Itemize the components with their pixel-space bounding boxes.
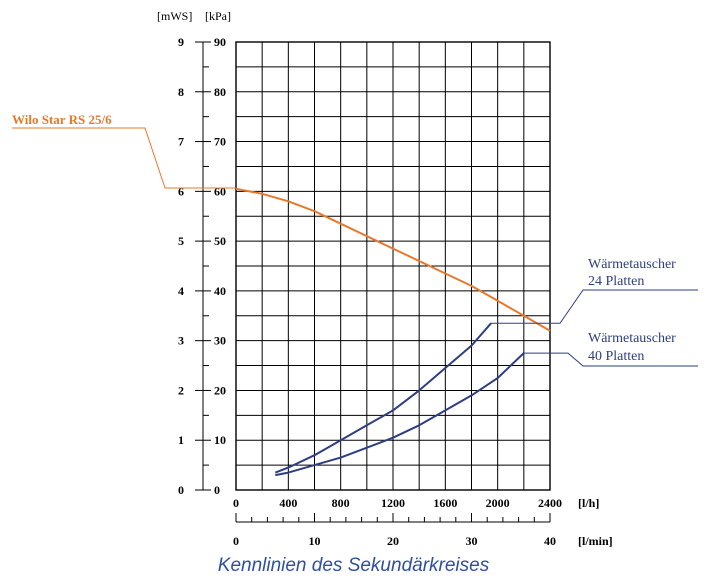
- x2-tick-label: 40: [544, 534, 556, 548]
- y-left-tick-label: 5: [178, 234, 184, 248]
- hx24-leader-line: [491, 290, 698, 323]
- y-kpa-tick-label: 60: [214, 184, 226, 198]
- y-left-tick-label: 0: [178, 483, 184, 497]
- x2-unit-lmin: [l/min]: [578, 534, 613, 548]
- chart-title: Kennlinien des Sekundärkreises: [0, 555, 707, 577]
- x-tick-label: 0: [233, 496, 239, 510]
- y-kpa-tick-label: 0: [214, 483, 220, 497]
- series-labels: Wilo Star RS 25/6 Wärmetauscher 24 Platten…: [12, 112, 698, 366]
- series-hx-24-platten: [275, 323, 491, 472]
- x-tick-label: 2400: [538, 496, 562, 510]
- x-tick-label: 800: [332, 496, 350, 510]
- chart-axes: [195, 42, 550, 522]
- y-unit-mws: [mWS]: [157, 9, 192, 23]
- x-tick-label: 400: [279, 496, 297, 510]
- y-left-tick-label: 3: [178, 334, 184, 348]
- y-left-tick-label: 2: [178, 383, 184, 397]
- y-unit-kpa: [kPa]: [205, 9, 231, 23]
- hx40-label-line1: Wärmetauscher: [588, 331, 676, 346]
- y-left-tick-label: 9: [178, 35, 184, 49]
- hx24-label-line1: Wärmetauscher: [588, 257, 676, 272]
- y-kpa-tick-label: 20: [214, 383, 226, 397]
- y-kpa-tick-label: 10: [214, 433, 226, 447]
- y-left-tick-label: 7: [178, 135, 184, 149]
- x2-tick-label: 0: [233, 534, 239, 548]
- y-kpa-tick-label: 80: [214, 85, 226, 99]
- y-kpa-tick-label: 70: [214, 135, 226, 149]
- y-left-tick-label: 8: [178, 85, 184, 99]
- y-left-tick-label: 1: [178, 433, 184, 447]
- y-left-tick-label: 6: [178, 184, 184, 198]
- pump-label: Wilo Star RS 25/6: [12, 112, 112, 127]
- x2-tick-label: 30: [466, 534, 478, 548]
- hx40-label-line2: 40 Platten: [588, 349, 644, 364]
- x2-tick-label: 10: [309, 534, 321, 548]
- x-unit-lh: [l/h]: [578, 496, 599, 510]
- y-kpa-tick-label: 40: [214, 284, 226, 298]
- x-tick-label: 2000: [486, 496, 510, 510]
- chart-grid: [236, 42, 550, 490]
- x-tick-label: 1600: [433, 496, 457, 510]
- hx24-label-line2: 24 Platten: [588, 274, 644, 289]
- x2-tick-label: 20: [387, 534, 399, 548]
- y-kpa-tick-label: 90: [214, 35, 226, 49]
- x-tick-label: 1200: [381, 496, 405, 510]
- pump-leader-line: [12, 128, 236, 188]
- y-left-tick-label: 4: [178, 284, 184, 298]
- y-kpa-tick-label: 30: [214, 334, 226, 348]
- y-kpa-tick-label: 50: [214, 234, 226, 248]
